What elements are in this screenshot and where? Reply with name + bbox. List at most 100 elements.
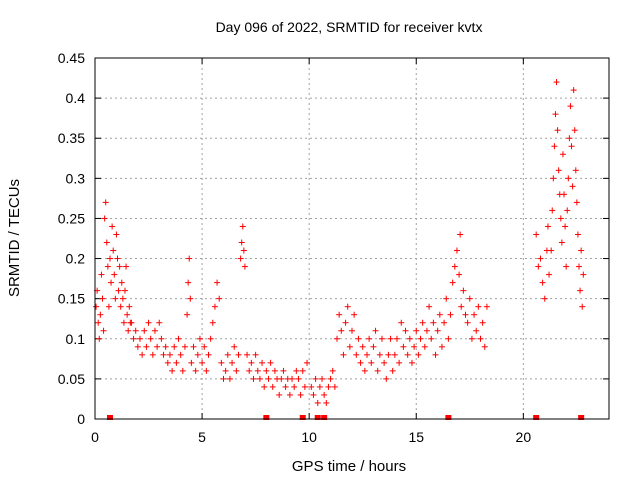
y-tick-label: 0.1: [66, 331, 86, 347]
data-point: [98, 271, 105, 278]
data-point: [441, 319, 448, 326]
data-point: [325, 383, 332, 390]
data-point: [573, 199, 580, 206]
data-point: [426, 303, 433, 310]
data-point: [453, 247, 460, 254]
gap-marker: [533, 415, 540, 420]
data-point: [466, 295, 473, 302]
data-point: [457, 231, 464, 238]
data-point: [244, 351, 251, 358]
data-point: [310, 391, 317, 398]
data-point: [554, 127, 561, 134]
data-point: [187, 295, 194, 302]
data-point: [374, 367, 381, 374]
data-point: [123, 263, 130, 270]
data-point: [112, 295, 119, 302]
y-tick-label: 0.45: [58, 50, 85, 66]
data-point: [108, 279, 115, 286]
data-point: [226, 375, 233, 382]
data-point: [192, 367, 199, 374]
data-point: [216, 295, 223, 302]
data-point: [546, 271, 553, 278]
y-tick-label: 0.3: [66, 170, 86, 186]
data-point: [580, 271, 587, 278]
data-point: [550, 175, 557, 182]
data-point: [555, 167, 562, 174]
data-point: [396, 359, 403, 366]
data-point: [456, 271, 463, 278]
data-point: [175, 335, 182, 342]
data-point: [211, 303, 218, 310]
data-point: [111, 271, 118, 278]
data-point: [576, 263, 583, 270]
data-point: [537, 255, 544, 262]
data-point: [577, 287, 584, 294]
data-point: [237, 255, 244, 262]
data-point: [293, 367, 300, 374]
data-point: [100, 327, 107, 334]
data-point: [477, 335, 484, 342]
data-point: [120, 319, 127, 326]
data-point: [579, 303, 586, 310]
data-point: [105, 303, 112, 310]
data-point: [366, 335, 373, 342]
data-point: [563, 263, 570, 270]
y-tick-label: 0.05: [58, 371, 85, 387]
data-point: [248, 359, 255, 366]
y-tick-label: 0.35: [58, 130, 85, 146]
y-axis-label: SRMTID / TECUs: [6, 179, 23, 297]
data-point: [368, 359, 375, 366]
data-point: [136, 335, 143, 342]
data-point: [393, 335, 400, 342]
data-point: [96, 335, 103, 342]
data-point: [458, 303, 465, 310]
data-point: [233, 367, 240, 374]
data-point: [130, 335, 137, 342]
data-point: [259, 359, 266, 366]
data-point: [118, 279, 125, 286]
data-point: [445, 335, 452, 342]
gap-marker: [445, 415, 452, 420]
data-point: [321, 391, 328, 398]
data-point: [113, 231, 120, 238]
data-point: [419, 319, 426, 326]
data-point: [199, 359, 206, 366]
data-point: [201, 343, 208, 350]
data-point: [164, 359, 171, 366]
data-point: [361, 367, 368, 374]
data-point: [110, 247, 117, 254]
gap-marker: [321, 415, 328, 420]
x-tick-label: 20: [516, 429, 532, 445]
data-point: [203, 367, 210, 374]
data-point: [316, 383, 323, 390]
data-point: [103, 239, 110, 246]
x-tick-label: 0: [91, 429, 99, 445]
x-axis-ticks: 0 5 10 15 20: [91, 58, 531, 445]
data-point: [162, 343, 169, 350]
data-point: [327, 375, 334, 382]
data-point: [132, 327, 139, 334]
data-point: [278, 375, 285, 382]
data-point: [269, 383, 276, 390]
data-point: [241, 263, 248, 270]
data-point: [289, 375, 296, 382]
data-point: [471, 311, 478, 318]
data-point: [436, 311, 443, 318]
data-point: [299, 367, 306, 374]
data-point: [154, 343, 161, 350]
y-axis-ticks: 0 0.05 0.1 0.15 0.2 0.25 0.3 0.35 0.4 0.45: [58, 50, 609, 427]
gap-marker: [578, 415, 585, 420]
data-point: [179, 367, 186, 374]
data-point: [261, 383, 268, 390]
data-point: [209, 319, 216, 326]
data-point: [421, 343, 428, 350]
data-point: [336, 311, 343, 318]
data-point: [355, 335, 362, 342]
data-point: [229, 359, 236, 366]
data-point: [282, 383, 289, 390]
data-point: [267, 359, 274, 366]
data-point: [331, 383, 338, 390]
data-point: [308, 383, 315, 390]
data-point: [544, 223, 551, 230]
